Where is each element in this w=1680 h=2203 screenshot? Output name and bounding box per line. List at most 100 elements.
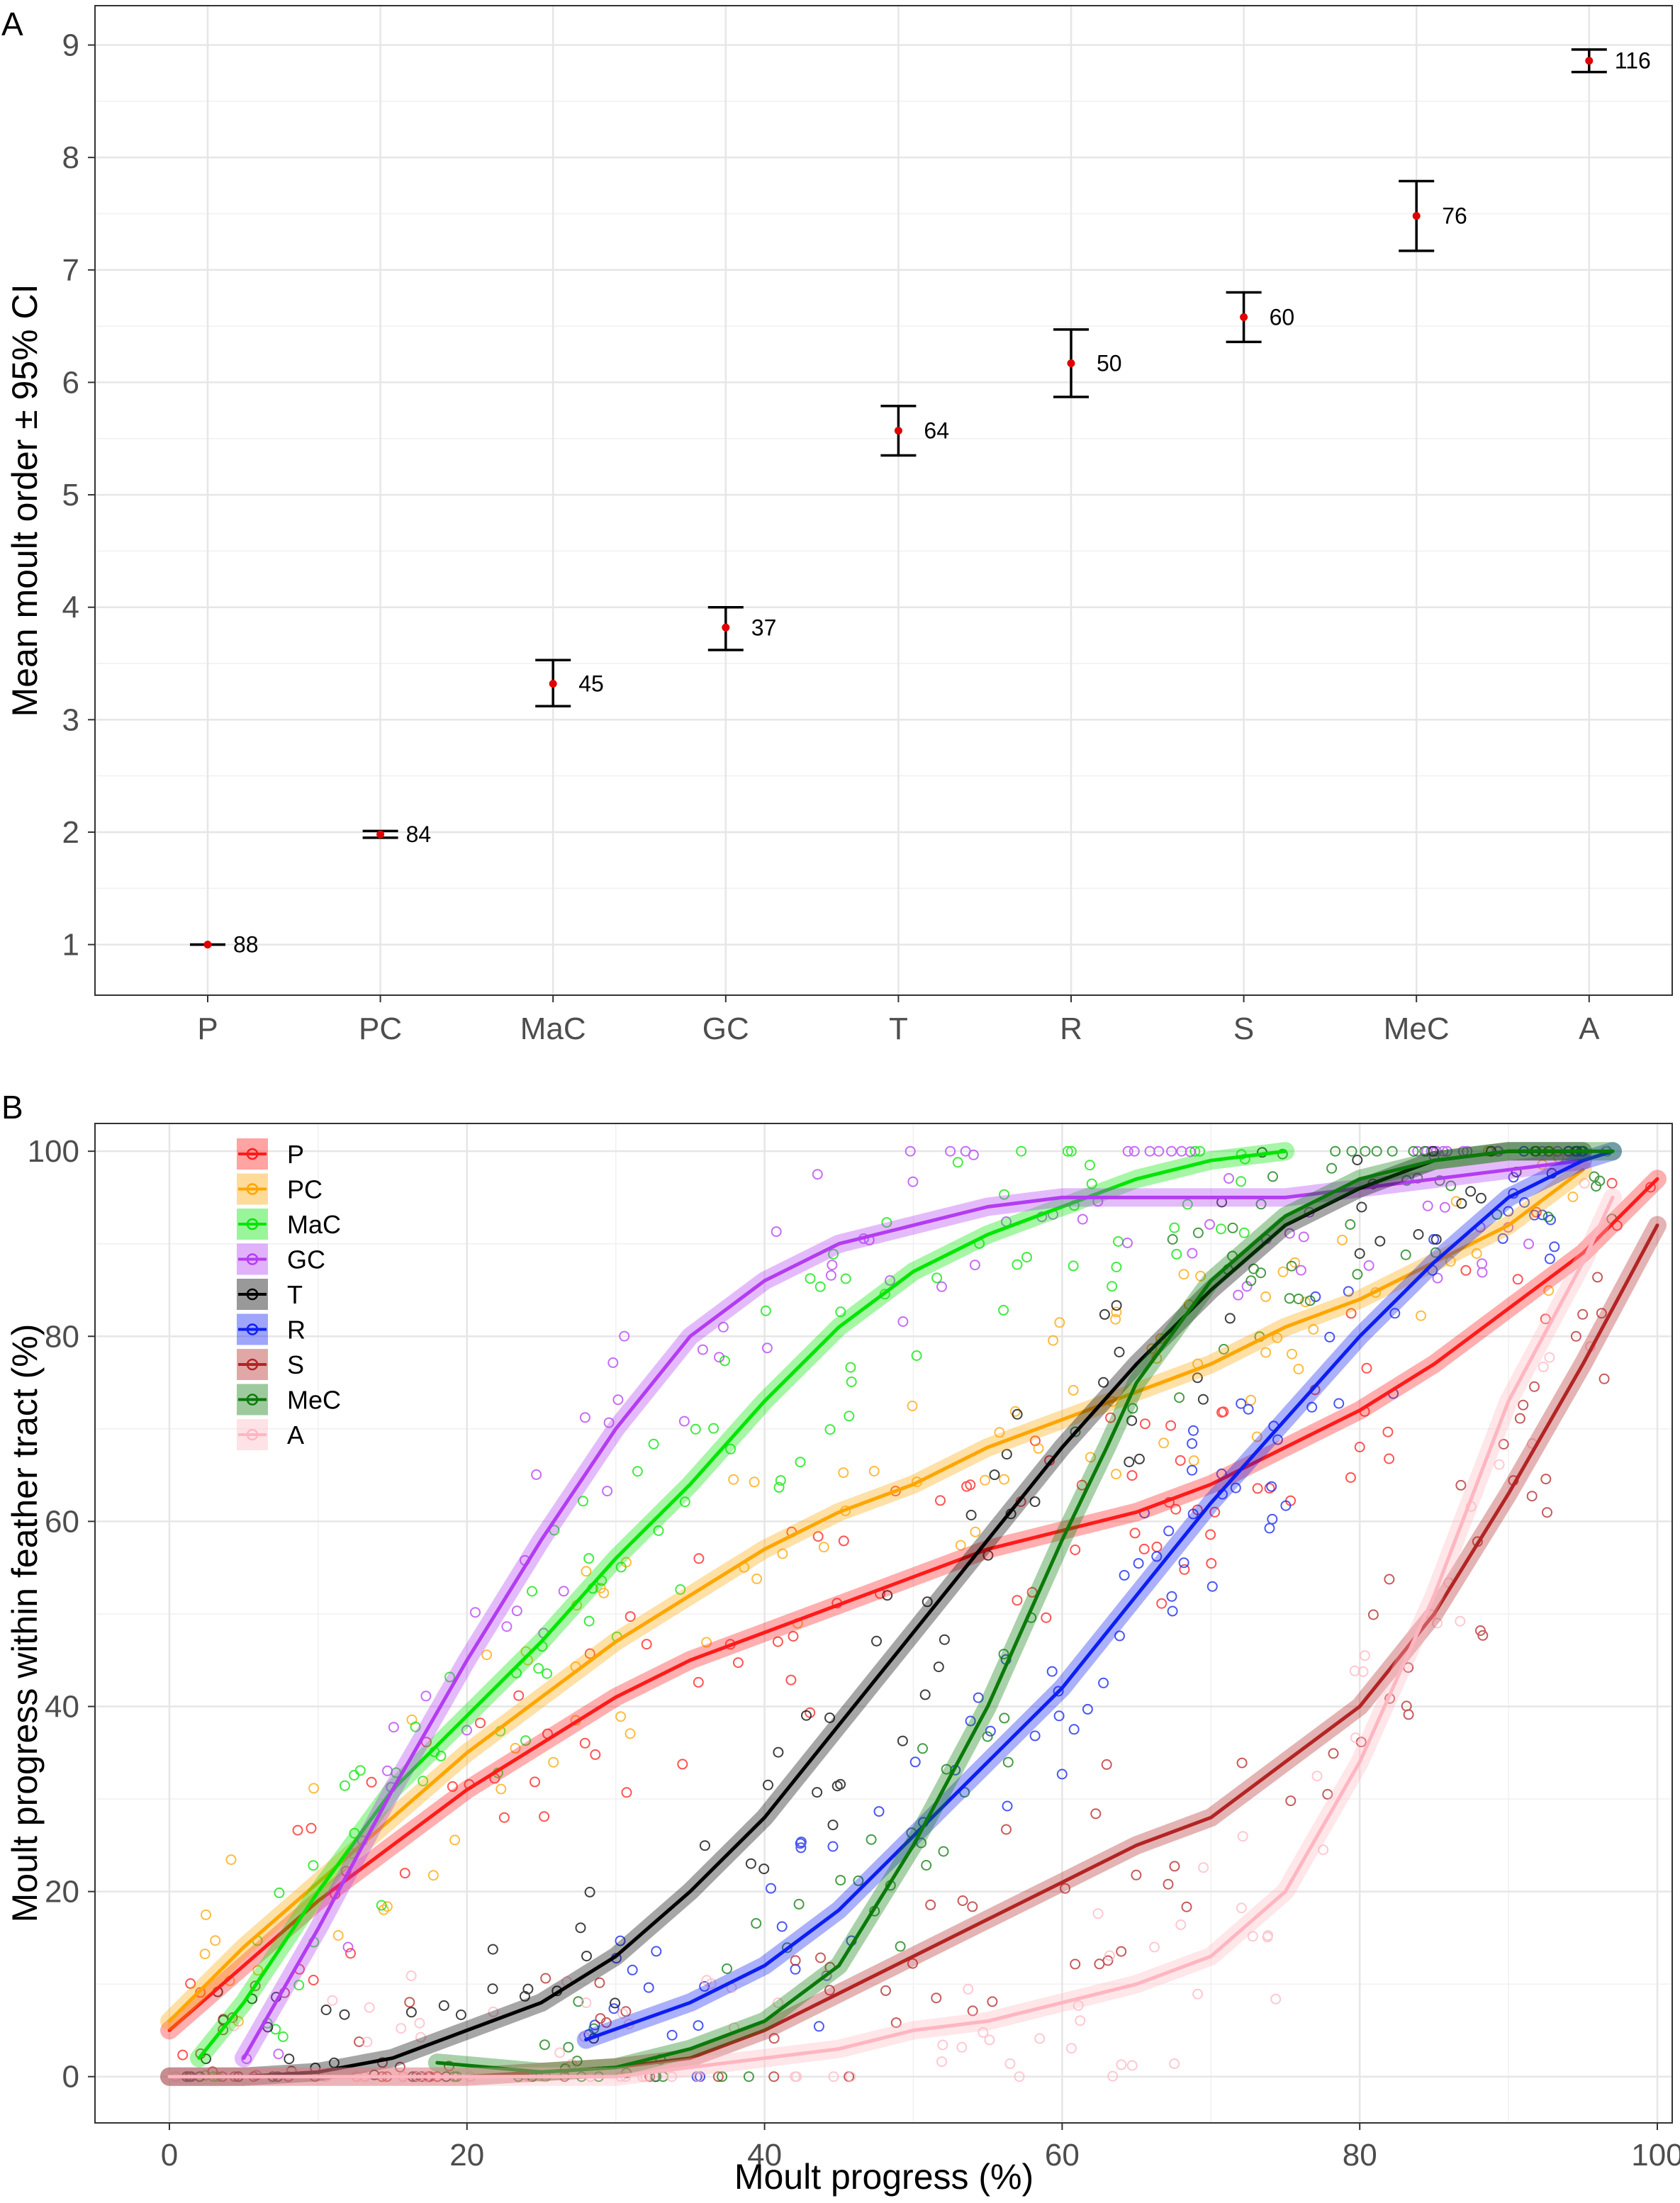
observation-point [185,1978,196,1989]
observation-point [1237,1831,1248,1842]
observation-point [1227,1222,1238,1233]
observation-point [225,1854,237,1866]
observation-point [821,1969,832,1980]
observation-point [1255,1199,1267,1210]
observation-point [828,1248,839,1260]
observation-point [1413,1229,1424,1240]
panel-a-border [94,5,1673,996]
observation-point [1497,1233,1508,1244]
panel-b-x-axis-title: Moult progress (%) [734,2157,1034,2197]
observation-point [1252,1483,1263,1494]
observation-point [1230,1482,1241,1493]
observation-point [895,1941,906,1952]
observation-point [1412,1145,1423,1157]
observation-point [922,1596,933,1608]
sample-size-label: 64 [924,418,949,444]
observation-point [1422,1200,1433,1211]
observation-point [957,1895,968,1906]
observation-point [1267,1171,1278,1182]
observation-point [1129,1145,1140,1157]
observation-point [1519,1197,1530,1208]
observation-point [758,1863,770,1875]
observation-point [1346,1145,1357,1157]
observation-point [1645,1182,1656,1193]
observation-point [563,2041,574,2053]
observation-point [554,2047,566,2058]
observation-point [936,2056,947,2068]
observation-point [751,1573,763,1584]
observation-point [788,1631,799,1642]
observation-point [274,1887,285,1898]
observation-point [339,2009,350,2020]
observation-point [907,1176,919,1187]
observation-point [651,1946,662,1957]
observation-point [1124,1457,1135,1467]
observation-point [1494,1459,1505,1470]
observation-point [1401,1700,1412,1712]
observation-point [1131,1869,1142,1880]
error-bar-A: 116 [1571,48,1651,74]
panel-b-legend: P PC MaC GC TRS MeC A [237,1138,341,1450]
observation-point [882,1590,893,1601]
fit-line [167,1223,1659,2079]
confidence-ribbon [160,1188,1622,2086]
y-tick-label: 1 [62,928,79,963]
observation-point [1529,1209,1540,1221]
observation-point [487,1983,498,1995]
observation-point [985,1725,996,1737]
observation-point [1002,1800,1013,1812]
observation-point [905,1145,916,1157]
observation-point [1209,1506,1221,1518]
observation-point [845,1362,856,1373]
observation-point [327,1995,338,2006]
observation-point [760,1305,771,1316]
observation-point [1264,1523,1275,1534]
observation-point [1284,1228,1295,1239]
observation-point [1167,1234,1178,1245]
fit-line [435,1149,1615,2074]
observation-point [982,1731,993,1742]
observation-point [625,1611,636,1622]
observation-point [743,2071,754,2083]
observation-point [925,1899,936,1910]
observation-point [1021,1252,1032,1263]
observation-point [1419,1145,1430,1157]
observation-point [1518,1399,1529,1411]
observation-point [1068,1260,1079,1272]
observation-point [1236,1398,1247,1409]
observation-point [1187,1508,1199,1520]
observation-point [1156,1598,1167,1609]
legend-item-T: T [237,1279,303,1310]
y-tick-label: 3 [62,702,79,737]
observation-point [438,2000,449,2011]
observation-point [701,1637,712,1648]
observation-point [1236,1757,1248,1768]
observation-point [1122,1145,1133,1157]
observation-point [1357,1666,1369,1677]
observation-point [1192,1988,1204,2000]
observation-point [965,1715,976,1727]
observation-point [708,1423,719,1434]
observation-point [790,2071,801,2083]
observation-point [575,1922,586,1934]
legend-point [246,1288,259,1301]
panel-b-points [170,1145,1656,2083]
observation-point [827,1260,838,1271]
observation-point [1054,1317,1065,1328]
y-tick-label: 7 [62,253,79,288]
observation-point [1236,1902,1247,1914]
observation-point [1570,1330,1581,1342]
observation-point [1146,1343,1158,1355]
observation-point [1114,1630,1125,1642]
observation-point [449,1834,461,1846]
observation-point [1523,1238,1534,1250]
observation-point [1455,1479,1467,1491]
observation-point [936,1281,947,1292]
observation-point [1174,1392,1185,1403]
observation-point [1439,1201,1450,1213]
observation-point [332,1930,344,1941]
observation-point [470,1607,481,1618]
panel-a-letter: A [1,6,23,43]
observation-point [1542,1211,1554,1223]
